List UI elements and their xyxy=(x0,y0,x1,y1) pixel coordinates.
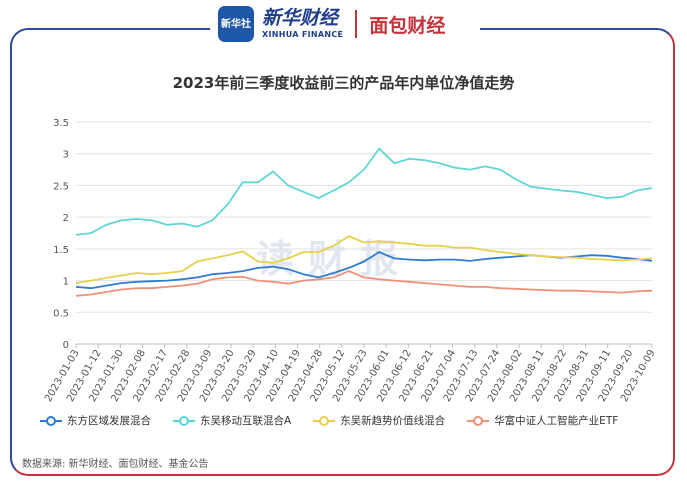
xinhua-logo-icon: 新华社 xyxy=(218,6,254,42)
y-tick-label: 1 xyxy=(63,277,69,288)
legend-label: 东吴新趋势价值线混合 xyxy=(340,415,446,427)
y-tick-label: 0.5 xyxy=(53,308,69,319)
legend-label: 东方区域发展混合 xyxy=(67,415,151,427)
y-tick-label: 0 xyxy=(63,340,69,351)
data-source-note: 数据来源: 新华财经、面包财经、基金公告 xyxy=(22,459,209,470)
legend-item-2[interactable]: 东吴移动互联混合A xyxy=(173,413,291,428)
brand-name-cn: 新华财经 xyxy=(262,7,339,29)
watermark: 读财报 xyxy=(256,237,413,281)
series-line-3 xyxy=(75,235,653,284)
chart-title: 2023年前三季度收益前三的产品年内单位净值走势 xyxy=(172,74,515,92)
legend-label: 东吴移动互联混合A xyxy=(200,415,292,427)
legend-item-3[interactable]: 东吴新趋势价值线混合 xyxy=(313,413,445,428)
legend-item-4[interactable]: 华富中证人工智能产业ETF xyxy=(467,413,618,428)
y-tick-label: 3 xyxy=(63,150,69,161)
partner-logo: 面包财经 xyxy=(369,14,446,37)
brand-name-en: XINHUA FINANCE xyxy=(262,30,344,39)
chart-legend: 东方区域发展混合 东吴移动互联混合A 东吴新趋势价值线混合 华富中证人工智能产业ETF xyxy=(40,413,618,428)
legend-line-marker-icon xyxy=(313,415,336,426)
legend-line-marker-icon xyxy=(467,415,490,426)
legend-line-marker-icon xyxy=(40,415,62,426)
y-tick-label: 2.5 xyxy=(53,181,69,192)
y-tick-label: 2 xyxy=(63,213,69,224)
y-tick-label: 1.5 xyxy=(53,245,69,256)
frame-gap xyxy=(210,20,480,40)
y-tick-label: 3.5 xyxy=(53,118,69,129)
legend-label: 华富中证人工智能产业ETF xyxy=(494,415,619,427)
brand-header: 新华社 新华财经 XINHUA FINANCE 面包财经 xyxy=(218,4,474,44)
series-line-4 xyxy=(75,270,653,297)
legend-line-marker-icon xyxy=(173,415,195,426)
brand-logo: 新华财经 XINHUA FINANCE xyxy=(262,9,343,39)
series-line-2 xyxy=(75,147,653,236)
legend-item-1[interactable]: 东方区域发展混合 xyxy=(40,413,151,428)
brand-divider xyxy=(355,10,358,38)
